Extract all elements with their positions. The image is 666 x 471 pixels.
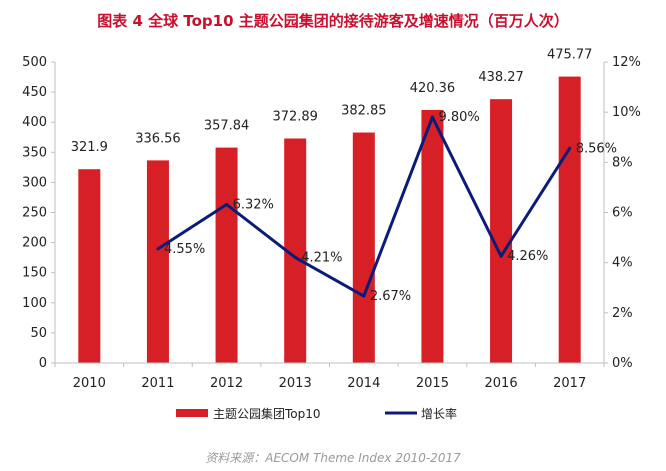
legend: 主题公园集团Top10 增长率 — [176, 406, 457, 421]
bar-value-label: 420.36 — [410, 81, 456, 96]
bar — [146, 160, 169, 363]
y-right-tick-label: 6% — [612, 206, 633, 221]
bar-value-label: 438.27 — [478, 70, 524, 85]
bar-value-label: 475.77 — [547, 48, 593, 63]
y-left-tick-label: 450 — [22, 85, 47, 100]
y-left-tick-label: 100 — [22, 296, 47, 311]
growth-rate-point — [225, 202, 229, 206]
y-right-tick-label: 12% — [612, 55, 641, 70]
y-right-tick-label: 2% — [612, 306, 633, 321]
growth-rate-label: 4.55% — [164, 242, 205, 257]
legend-bar-label: 主题公园集团Top10 — [213, 406, 321, 421]
growth-rate-point — [362, 294, 366, 298]
growth-rate-label: 8.56% — [576, 141, 617, 156]
y-right-tick-label: 8% — [612, 155, 633, 170]
y-left-tick-label: 250 — [22, 206, 47, 221]
growth-rate-point — [156, 247, 160, 251]
y-left-tick-label: 300 — [22, 175, 47, 190]
x-tick-label: 2011 — [141, 376, 174, 391]
bars-layer — [78, 76, 581, 363]
y-right-tick-label: 0% — [612, 356, 633, 371]
bar — [78, 169, 101, 363]
y-left-tick-label: 350 — [22, 145, 47, 160]
bar-value-label: 357.84 — [204, 119, 250, 134]
growth-rate-label: 2.67% — [370, 289, 411, 304]
growth-rate-point — [568, 146, 572, 150]
bar-value-label: 372.89 — [272, 110, 318, 125]
y-left-tick-label: 400 — [22, 115, 47, 130]
y-left-tick-label: 0 — [39, 356, 47, 371]
y-left-tick-label: 50 — [30, 326, 47, 341]
growth-rate-label: 4.21% — [301, 250, 342, 265]
bar-value-label: 321.9 — [71, 140, 108, 155]
x-tick-label: 2012 — [210, 376, 243, 391]
y-left-tick-label: 150 — [22, 266, 47, 281]
axes-layer: 0 50 100 150 200 250 300 350 400 450 500 0% 2% 4% 6% 8%… — [22, 55, 641, 391]
legend-bar-swatch — [176, 409, 208, 417]
growth-rate-point — [293, 255, 297, 259]
y-right-tick-label: 10% — [612, 105, 641, 120]
y-right-tick-label: 4% — [612, 256, 633, 271]
bar — [284, 138, 307, 363]
bar — [215, 147, 238, 363]
x-tick-label: 2016 — [485, 376, 518, 391]
growth-rate-point — [430, 115, 434, 119]
y-left-tick-label: 200 — [22, 236, 47, 251]
growth-rate-label: 4.26% — [507, 249, 548, 264]
bar — [558, 76, 581, 363]
growth-rate-point — [499, 254, 503, 258]
source-note: 资料来源：AECOM Theme Index 2010-2017 — [205, 451, 461, 465]
x-tick-label: 2010 — [73, 376, 106, 391]
labels-layer: 321.9 336.56 357.84 372.89 382.85 420.36 438.2… — [71, 48, 617, 304]
legend-line-label: 增长率 — [421, 406, 457, 421]
chart-title: 图表 4 全球 Top10 主题公园集团的接待游客及增速情况（百万人次） — [97, 12, 569, 30]
x-tick-label: 2015 — [416, 376, 449, 391]
x-tick-label: 2014 — [347, 376, 380, 391]
y-left-tick-label: 500 — [22, 55, 47, 70]
x-tick-label: 2017 — [553, 376, 586, 391]
growth-rate-label: 9.80% — [438, 110, 479, 125]
growth-rate-label: 6.32% — [233, 197, 274, 212]
x-tick-label: 2013 — [279, 376, 312, 391]
bar-value-label: 382.85 — [341, 104, 387, 119]
bar — [490, 99, 513, 363]
bar — [421, 109, 444, 363]
bar — [352, 132, 375, 363]
line-layer — [156, 115, 572, 298]
bar-value-label: 336.56 — [135, 131, 181, 146]
